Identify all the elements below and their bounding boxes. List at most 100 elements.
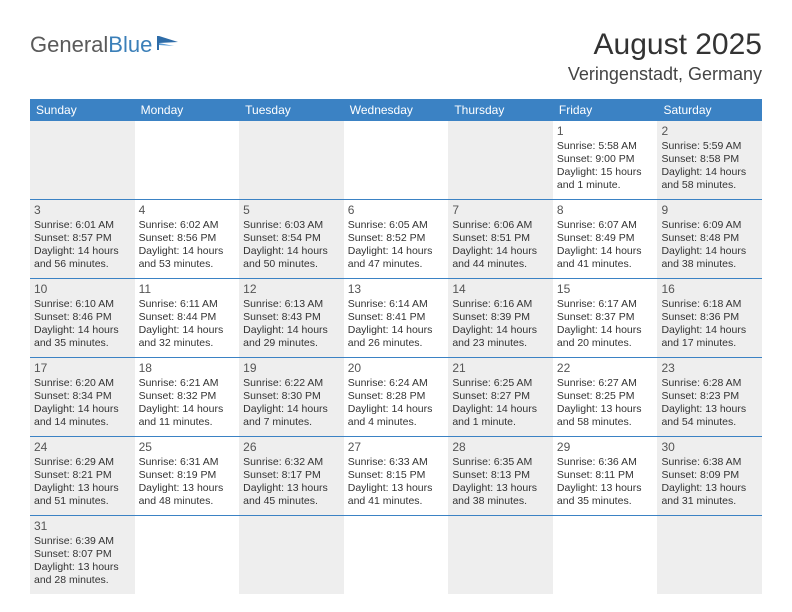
cell-line: Sunrise: 6:02 AM <box>139 219 236 232</box>
cell-line: Sunrise: 6:06 AM <box>452 219 549 232</box>
cell-line: Sunset: 8:54 PM <box>243 232 340 245</box>
cell-line: Sunset: 8:25 PM <box>557 390 654 403</box>
cell-line: and 1 minute. <box>557 179 654 192</box>
calendar-cell <box>553 516 658 594</box>
cell-line: Sunset: 8:15 PM <box>348 469 445 482</box>
cell-line: Sunset: 8:09 PM <box>661 469 758 482</box>
cell-line: Daylight: 13 hours <box>34 482 131 495</box>
cell-line: and 20 minutes. <box>557 337 654 350</box>
cell-line: Sunset: 8:46 PM <box>34 311 131 324</box>
calendar-cell: 6Sunrise: 6:05 AMSunset: 8:52 PMDaylight… <box>344 200 449 278</box>
cell-line: and 28 minutes. <box>34 574 131 587</box>
logo-text-1: General <box>30 32 108 58</box>
day-number: 3 <box>34 203 131 218</box>
cell-line: Daylight: 14 hours <box>348 324 445 337</box>
logo: GeneralBlue <box>30 28 180 58</box>
cell-line: and 41 minutes. <box>348 495 445 508</box>
cell-line: Sunset: 8:30 PM <box>243 390 340 403</box>
cell-line: and 47 minutes. <box>348 258 445 271</box>
day-number: 17 <box>34 361 131 376</box>
cell-line: and 17 minutes. <box>661 337 758 350</box>
day-number: 22 <box>557 361 654 376</box>
cell-line: Daylight: 14 hours <box>139 403 236 416</box>
cell-line: Daylight: 13 hours <box>34 561 131 574</box>
calendar-cell <box>344 121 449 199</box>
calendar-cell: 5Sunrise: 6:03 AMSunset: 8:54 PMDaylight… <box>239 200 344 278</box>
cell-line: Sunrise: 6:33 AM <box>348 456 445 469</box>
calendar-cell: 17Sunrise: 6:20 AMSunset: 8:34 PMDayligh… <box>30 358 135 436</box>
cell-line: Sunrise: 6:25 AM <box>452 377 549 390</box>
cell-line: Daylight: 14 hours <box>243 245 340 258</box>
cell-line: Daylight: 14 hours <box>139 245 236 258</box>
cell-line: Sunrise: 6:13 AM <box>243 298 340 311</box>
day-header-row: Sunday Monday Tuesday Wednesday Thursday… <box>30 99 762 121</box>
day-number: 15 <box>557 282 654 297</box>
calendar-cell: 16Sunrise: 6:18 AMSunset: 8:36 PMDayligh… <box>657 279 762 357</box>
cell-line: Sunset: 8:57 PM <box>34 232 131 245</box>
cell-line: Sunrise: 6:22 AM <box>243 377 340 390</box>
calendar-cell: 15Sunrise: 6:17 AMSunset: 8:37 PMDayligh… <box>553 279 658 357</box>
week-row: 10Sunrise: 6:10 AMSunset: 8:46 PMDayligh… <box>30 279 762 358</box>
flag-icon <box>156 32 180 58</box>
location: Veringenstadt, Germany <box>568 64 762 85</box>
day-number: 16 <box>661 282 758 297</box>
cell-line: Sunrise: 6:03 AM <box>243 219 340 232</box>
cell-line: Sunrise: 6:24 AM <box>348 377 445 390</box>
cell-line: Sunset: 9:00 PM <box>557 153 654 166</box>
cell-line: Daylight: 13 hours <box>557 482 654 495</box>
cell-line: Sunset: 8:27 PM <box>452 390 549 403</box>
cell-line: and 35 minutes. <box>34 337 131 350</box>
cell-line: Sunset: 8:51 PM <box>452 232 549 245</box>
calendar-cell <box>448 121 553 199</box>
day-header: Thursday <box>448 99 553 121</box>
cell-line: Daylight: 14 hours <box>557 245 654 258</box>
calendar-cell: 7Sunrise: 6:06 AMSunset: 8:51 PMDaylight… <box>448 200 553 278</box>
calendar-cell: 20Sunrise: 6:24 AMSunset: 8:28 PMDayligh… <box>344 358 449 436</box>
cell-line: Daylight: 13 hours <box>452 482 549 495</box>
day-header: Tuesday <box>239 99 344 121</box>
cell-line: Sunrise: 6:17 AM <box>557 298 654 311</box>
calendar-cell: 2Sunrise: 5:59 AMSunset: 8:58 PMDaylight… <box>657 121 762 199</box>
cell-line: Sunset: 8:23 PM <box>661 390 758 403</box>
cell-line: Sunset: 8:52 PM <box>348 232 445 245</box>
cell-line: Sunset: 8:58 PM <box>661 153 758 166</box>
cell-line: Sunset: 8:43 PM <box>243 311 340 324</box>
calendar-cell <box>657 516 762 594</box>
week-row: 3Sunrise: 6:01 AMSunset: 8:57 PMDaylight… <box>30 200 762 279</box>
cell-line: Daylight: 14 hours <box>243 403 340 416</box>
cell-line: Daylight: 14 hours <box>243 324 340 337</box>
cell-line: Sunset: 8:07 PM <box>34 548 131 561</box>
cell-line: Sunrise: 6:05 AM <box>348 219 445 232</box>
calendar-cell <box>135 516 240 594</box>
cell-line: and 1 minute. <box>452 416 549 429</box>
cell-line: Daylight: 14 hours <box>34 245 131 258</box>
cell-line: Sunset: 8:41 PM <box>348 311 445 324</box>
cell-line: Sunset: 8:39 PM <box>452 311 549 324</box>
calendar-cell <box>30 121 135 199</box>
cell-line: and 38 minutes. <box>661 258 758 271</box>
cell-line: Sunrise: 5:58 AM <box>557 140 654 153</box>
day-number: 27 <box>348 440 445 455</box>
cell-line: Sunset: 8:11 PM <box>557 469 654 482</box>
calendar-cell: 10Sunrise: 6:10 AMSunset: 8:46 PMDayligh… <box>30 279 135 357</box>
calendar-cell: 8Sunrise: 6:07 AMSunset: 8:49 PMDaylight… <box>553 200 658 278</box>
day-number: 31 <box>34 519 131 534</box>
day-header: Friday <box>553 99 658 121</box>
cell-line: and 29 minutes. <box>243 337 340 350</box>
calendar-cell: 27Sunrise: 6:33 AMSunset: 8:15 PMDayligh… <box>344 437 449 515</box>
day-number: 29 <box>557 440 654 455</box>
header: GeneralBlue August 2025 Veringenstadt, G… <box>30 28 762 93</box>
cell-line: Sunset: 8:36 PM <box>661 311 758 324</box>
cell-line: and 45 minutes. <box>243 495 340 508</box>
cell-line: Daylight: 13 hours <box>139 482 236 495</box>
calendar-cell: 21Sunrise: 6:25 AMSunset: 8:27 PMDayligh… <box>448 358 553 436</box>
calendar-cell: 18Sunrise: 6:21 AMSunset: 8:32 PMDayligh… <box>135 358 240 436</box>
cell-line: and 44 minutes. <box>452 258 549 271</box>
cell-line: Daylight: 14 hours <box>452 403 549 416</box>
cell-line: Daylight: 14 hours <box>661 166 758 179</box>
day-number: 19 <box>243 361 340 376</box>
cell-line: and 58 minutes. <box>661 179 758 192</box>
calendar-cell: 14Sunrise: 6:16 AMSunset: 8:39 PMDayligh… <box>448 279 553 357</box>
calendar-cell: 29Sunrise: 6:36 AMSunset: 8:11 PMDayligh… <box>553 437 658 515</box>
week-row: 31Sunrise: 6:39 AMSunset: 8:07 PMDayligh… <box>30 516 762 594</box>
